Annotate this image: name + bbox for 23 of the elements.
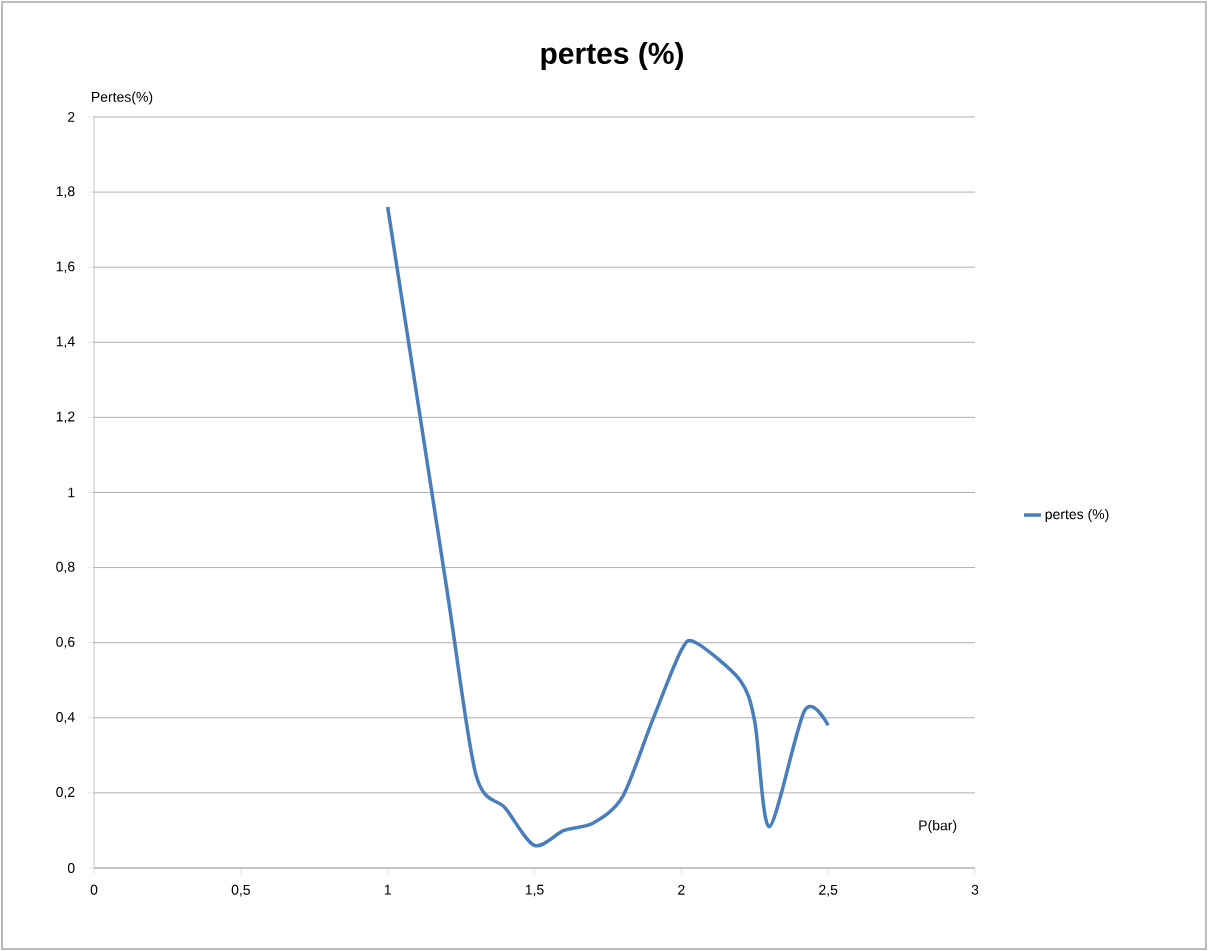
- y-tick-label: 1,6: [56, 261, 75, 273]
- line-series: [385, 205, 830, 848]
- y-tick-label: 0,4: [56, 712, 75, 724]
- x-tick-label: 3: [971, 884, 979, 895]
- y-tick-label: 0,2: [56, 787, 75, 799]
- x-tick-label: 0: [90, 884, 98, 895]
- y-tick-label: 0: [67, 863, 75, 873]
- y-tick-label: 1,4: [56, 336, 75, 348]
- x-axis-title: P(bar): [919, 820, 957, 834]
- x-tick-label: 1: [384, 884, 391, 895]
- y-tick-label: 1: [68, 487, 75, 498]
- x-tick-label: 2: [678, 884, 685, 895]
- x-tick-label: 0,5: [231, 884, 250, 897]
- legend-label: pertes (%): [1045, 508, 1109, 522]
- y-axis-title: Pertes(%): [92, 91, 153, 105]
- y-tick-label: 1,8: [56, 186, 75, 198]
- y-tick-label: 0,8: [56, 561, 75, 574]
- x-tick-label: 1,5: [525, 884, 544, 897]
- y-tick-label: 0,6: [56, 636, 75, 649]
- y-tick-label: 2: [68, 112, 75, 122]
- x-tick-label: 2,5: [819, 884, 838, 897]
- y-tick-label: 1,2: [56, 411, 75, 424]
- chart-title: pertes (%): [541, 42, 683, 70]
